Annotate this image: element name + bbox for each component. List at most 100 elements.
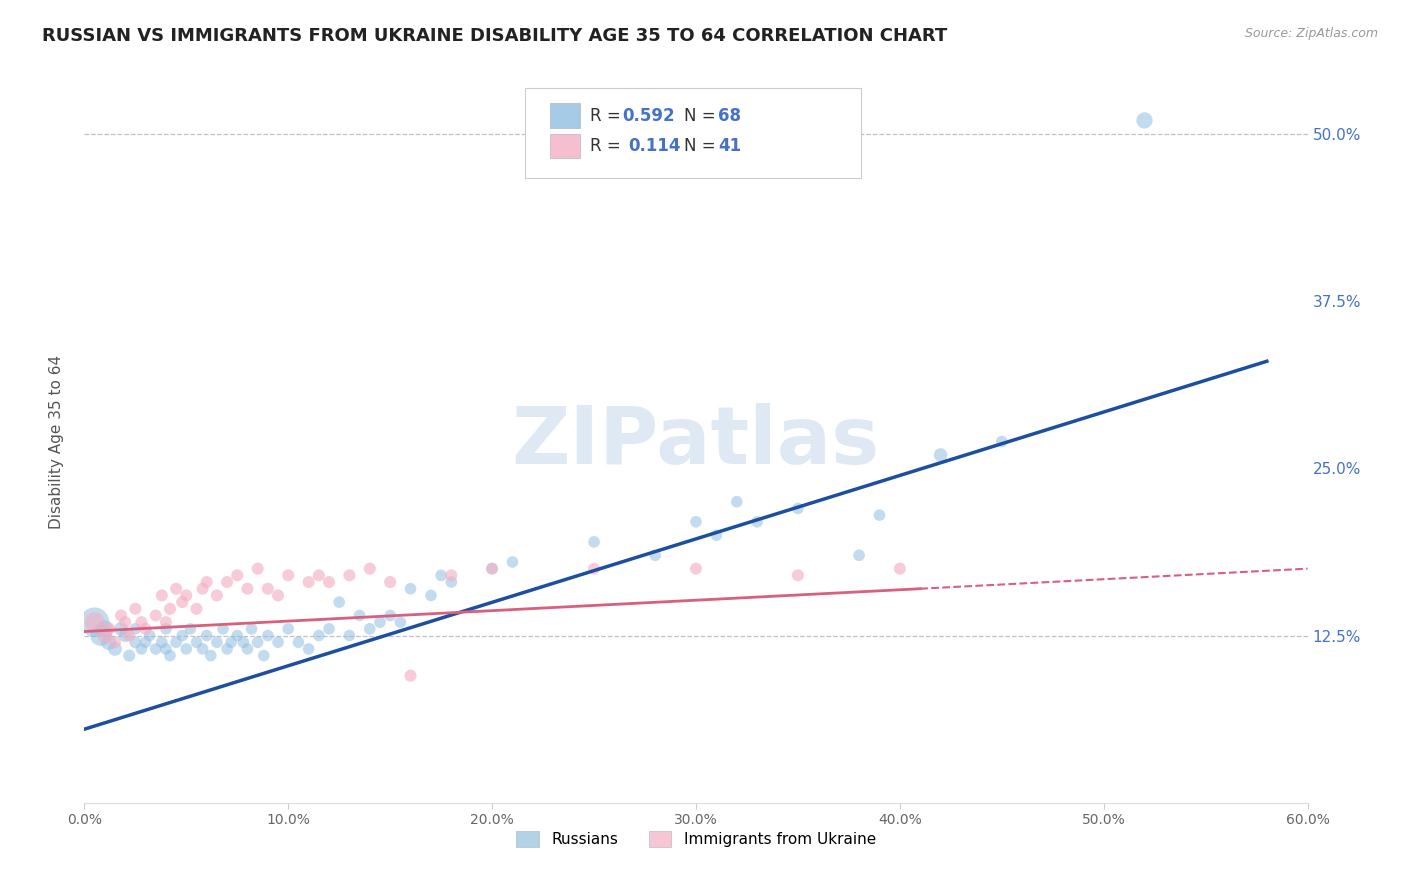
Point — [165, 582, 187, 596]
Point — [155, 622, 177, 636]
Point — [685, 515, 707, 529]
Point — [138, 628, 160, 642]
Point — [165, 635, 187, 649]
Y-axis label: Disability Age 35 to 64: Disability Age 35 to 64 — [49, 354, 63, 529]
Point — [298, 642, 321, 657]
Point — [131, 642, 153, 657]
Text: N =: N = — [683, 137, 721, 155]
Point — [725, 494, 748, 508]
Point — [191, 642, 214, 657]
Point — [257, 582, 280, 596]
Point — [389, 615, 412, 630]
Point — [246, 635, 269, 649]
Point — [481, 562, 503, 576]
Point — [440, 568, 463, 582]
Point — [155, 615, 177, 630]
Point — [440, 575, 463, 590]
Point — [380, 608, 402, 623]
Point — [205, 589, 228, 603]
Point — [110, 608, 132, 623]
Point — [339, 628, 361, 642]
Point — [481, 562, 503, 576]
Point — [186, 635, 208, 649]
Point — [217, 642, 239, 657]
Text: 68: 68 — [718, 107, 741, 125]
Point — [118, 648, 141, 663]
Point — [124, 622, 146, 636]
Point — [308, 628, 330, 642]
Point — [277, 622, 299, 636]
Point — [298, 575, 321, 590]
Point — [135, 635, 157, 649]
Point — [90, 628, 112, 642]
Point — [267, 589, 290, 603]
Point — [114, 628, 136, 642]
Point — [155, 642, 177, 657]
Text: 0.592: 0.592 — [623, 107, 675, 125]
Point — [93, 622, 115, 636]
Text: Source: ZipAtlas.com: Source: ZipAtlas.com — [1244, 27, 1378, 40]
Point — [747, 515, 769, 529]
Point — [219, 635, 242, 649]
Point — [308, 568, 330, 582]
Point — [869, 508, 891, 523]
Point — [150, 589, 173, 603]
Text: N =: N = — [683, 107, 721, 125]
Text: 41: 41 — [718, 137, 741, 155]
Point — [172, 595, 194, 609]
Point — [267, 635, 290, 649]
Text: RUSSIAN VS IMMIGRANTS FROM UKRAINE DISABILITY AGE 35 TO 64 CORRELATION CHART: RUSSIAN VS IMMIGRANTS FROM UKRAINE DISAB… — [42, 27, 948, 45]
Point — [150, 635, 173, 649]
Point — [328, 595, 350, 609]
Point — [174, 642, 197, 657]
Point — [191, 582, 214, 596]
Point — [97, 622, 120, 636]
Point — [787, 568, 810, 582]
Point — [318, 575, 340, 590]
Point — [848, 548, 870, 563]
Point — [217, 575, 239, 590]
Point — [104, 635, 127, 649]
Point — [287, 635, 309, 649]
Point — [124, 635, 146, 649]
Text: 0.114: 0.114 — [628, 137, 681, 155]
Point — [339, 568, 361, 582]
Point — [318, 622, 340, 636]
Point — [145, 642, 167, 657]
Point — [889, 562, 911, 576]
Text: R =: R = — [589, 107, 626, 125]
Point — [83, 615, 105, 630]
Point — [145, 608, 167, 623]
Point — [97, 635, 120, 649]
Point — [212, 622, 235, 636]
Point — [253, 648, 276, 663]
Text: ZIPatlas: ZIPatlas — [512, 402, 880, 481]
Point — [420, 589, 443, 603]
Point — [172, 628, 194, 642]
Point — [685, 562, 707, 576]
Point — [583, 562, 606, 576]
Point — [159, 648, 181, 663]
Point — [430, 568, 453, 582]
Point — [502, 555, 524, 569]
Point — [226, 568, 249, 582]
Point — [399, 669, 422, 683]
Point — [277, 568, 299, 582]
Point — [179, 622, 201, 636]
Point — [114, 615, 136, 630]
Point — [240, 622, 263, 636]
Point — [399, 582, 422, 596]
Point — [787, 501, 810, 516]
Point — [118, 628, 141, 642]
FancyBboxPatch shape — [550, 134, 579, 158]
Point — [246, 562, 269, 576]
Point — [583, 534, 606, 549]
Point — [1133, 113, 1156, 128]
Text: R =: R = — [589, 137, 631, 155]
Point — [359, 562, 381, 576]
Point — [174, 589, 197, 603]
Point — [929, 448, 952, 462]
Point — [93, 628, 115, 642]
Point — [380, 575, 402, 590]
Point — [706, 528, 728, 542]
